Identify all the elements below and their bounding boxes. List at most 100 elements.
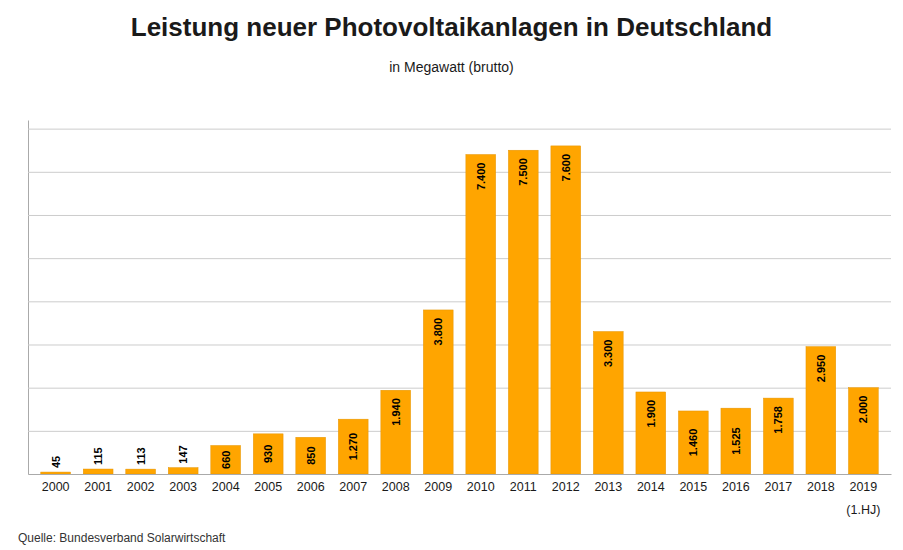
bar (551, 146, 581, 474)
x-tick: 2007 (339, 480, 367, 494)
bar (466, 155, 496, 474)
x-tick: 2006 (297, 480, 325, 494)
x-tick-label: 2013 (594, 480, 622, 494)
title: Leistung neuer Photovoltaikanlagen in De… (131, 12, 772, 42)
bar (763, 398, 793, 474)
x-tick-label: 2006 (297, 480, 325, 494)
x-tick: 2001 (84, 480, 112, 494)
x-tick-label: 2001 (84, 480, 112, 494)
x-tick-label: 2008 (382, 480, 410, 494)
plot: 2000 2001 2002 2003 2004 2005 2006 2007 2008 2009… (28, 121, 892, 518)
annotation: (1.HJ) (846, 503, 880, 517)
data-label: 1.758 (772, 406, 784, 434)
grid-line (28, 301, 891, 302)
x-tick-label: 2019 (849, 480, 877, 494)
grid-line (28, 215, 891, 216)
data-label: 7.600 (560, 154, 572, 182)
data-label: 1.900 (645, 400, 657, 428)
bar (806, 347, 836, 474)
data-label: 1.460 (687, 429, 699, 457)
x-axis-line (29, 474, 892, 475)
data-label: 147 (177, 445, 189, 463)
chart: Leistung neuer Photovoltaikanlagen in De… (0, 0, 903, 550)
x-tick: 2004 (212, 480, 240, 494)
grid-line (28, 129, 891, 130)
grid-line (28, 344, 891, 345)
x-tick: 2003 (169, 480, 197, 494)
x-tick-label: 2017 (764, 480, 792, 494)
subtitle: in Megawatt (brutto) (389, 59, 514, 75)
y-tick (28, 215, 891, 216)
data-label: 3.800 (432, 318, 444, 346)
bar (211, 446, 241, 474)
x-tick-label: 2000 (42, 480, 70, 494)
y-axis (28, 121, 891, 475)
bar (83, 469, 113, 474)
x-axis: 2000 2001 2002 2003 2004 2005 2006 2007 2008 2009… (29, 475, 892, 494)
source: Quelle: Bundesverband Solarwirtschaft (18, 531, 226, 545)
x-tick: 2011 (510, 480, 537, 494)
data-label: 1.525 (730, 427, 742, 455)
y-tick (28, 474, 891, 475)
x-tick: 2015 (679, 480, 707, 494)
x-tick-label: 2014 (637, 480, 665, 494)
y-tick (28, 258, 891, 259)
y-tick (28, 388, 891, 389)
x-tick-label: 2016 (722, 480, 750, 494)
bar (593, 332, 623, 474)
x-tick: 2008 (382, 480, 410, 494)
y-tick (28, 172, 891, 173)
data-label: 3.300 (602, 340, 614, 368)
x-tick-label: 2007 (339, 480, 367, 494)
x-tick: 2016 (722, 480, 750, 494)
bar (296, 437, 326, 474)
data-label: 45 (50, 456, 62, 468)
x-tick: 2002 (127, 480, 155, 494)
x-tick-label: 2004 (212, 480, 240, 494)
bar (168, 468, 198, 474)
x-tick: 2013 (594, 480, 622, 494)
x-tick-label: 2003 (169, 480, 197, 494)
data-label: 7.400 (475, 163, 487, 191)
grid-line (28, 172, 891, 173)
bar (338, 419, 368, 474)
grid-line (28, 258, 891, 259)
data-label: 113 (135, 447, 147, 465)
data-label: 1.270 (347, 433, 359, 461)
data-label: 2.000 (857, 396, 869, 424)
bar (636, 392, 666, 474)
x-tick: 2017 (764, 480, 792, 494)
x-tick-label: 2005 (254, 480, 282, 494)
bar (508, 150, 538, 474)
x-tick: 2009 (424, 480, 452, 494)
x-tick: 2018 (807, 480, 835, 494)
y-tick (28, 301, 891, 302)
x-tick: 2014 (637, 480, 665, 494)
data-label: 850 (305, 446, 317, 464)
x-tick: 2010 (467, 480, 495, 494)
x-tick: 2012 (552, 480, 580, 494)
bar (126, 469, 156, 474)
x-tick-label: 2018 (807, 480, 835, 494)
bar (253, 434, 283, 474)
x-tick: 2000 (42, 480, 70, 494)
x-tick: 2019 (849, 480, 877, 494)
data-labels: 451151131476609308501.2701.9403.8007.400… (50, 154, 870, 469)
data-label: 930 (262, 445, 274, 463)
y-axis-line (28, 121, 29, 475)
data-label: 1.940 (390, 398, 402, 426)
y-tick (28, 344, 891, 345)
bar (381, 390, 411, 474)
bar (848, 388, 878, 474)
x-tick-label: 2009 (424, 480, 452, 494)
x-tick-label: 2015 (679, 480, 707, 494)
y-tick (28, 129, 891, 130)
x-tick-label: 2012 (552, 480, 580, 494)
x-tick-label: 2010 (467, 480, 495, 494)
grid-line (28, 431, 891, 432)
grid-line (28, 474, 891, 475)
y-tick (28, 431, 891, 432)
x-tick: 2005 (254, 480, 282, 494)
x-tick-label: 2011 (510, 480, 537, 494)
x-tick-label: 2002 (127, 480, 155, 494)
